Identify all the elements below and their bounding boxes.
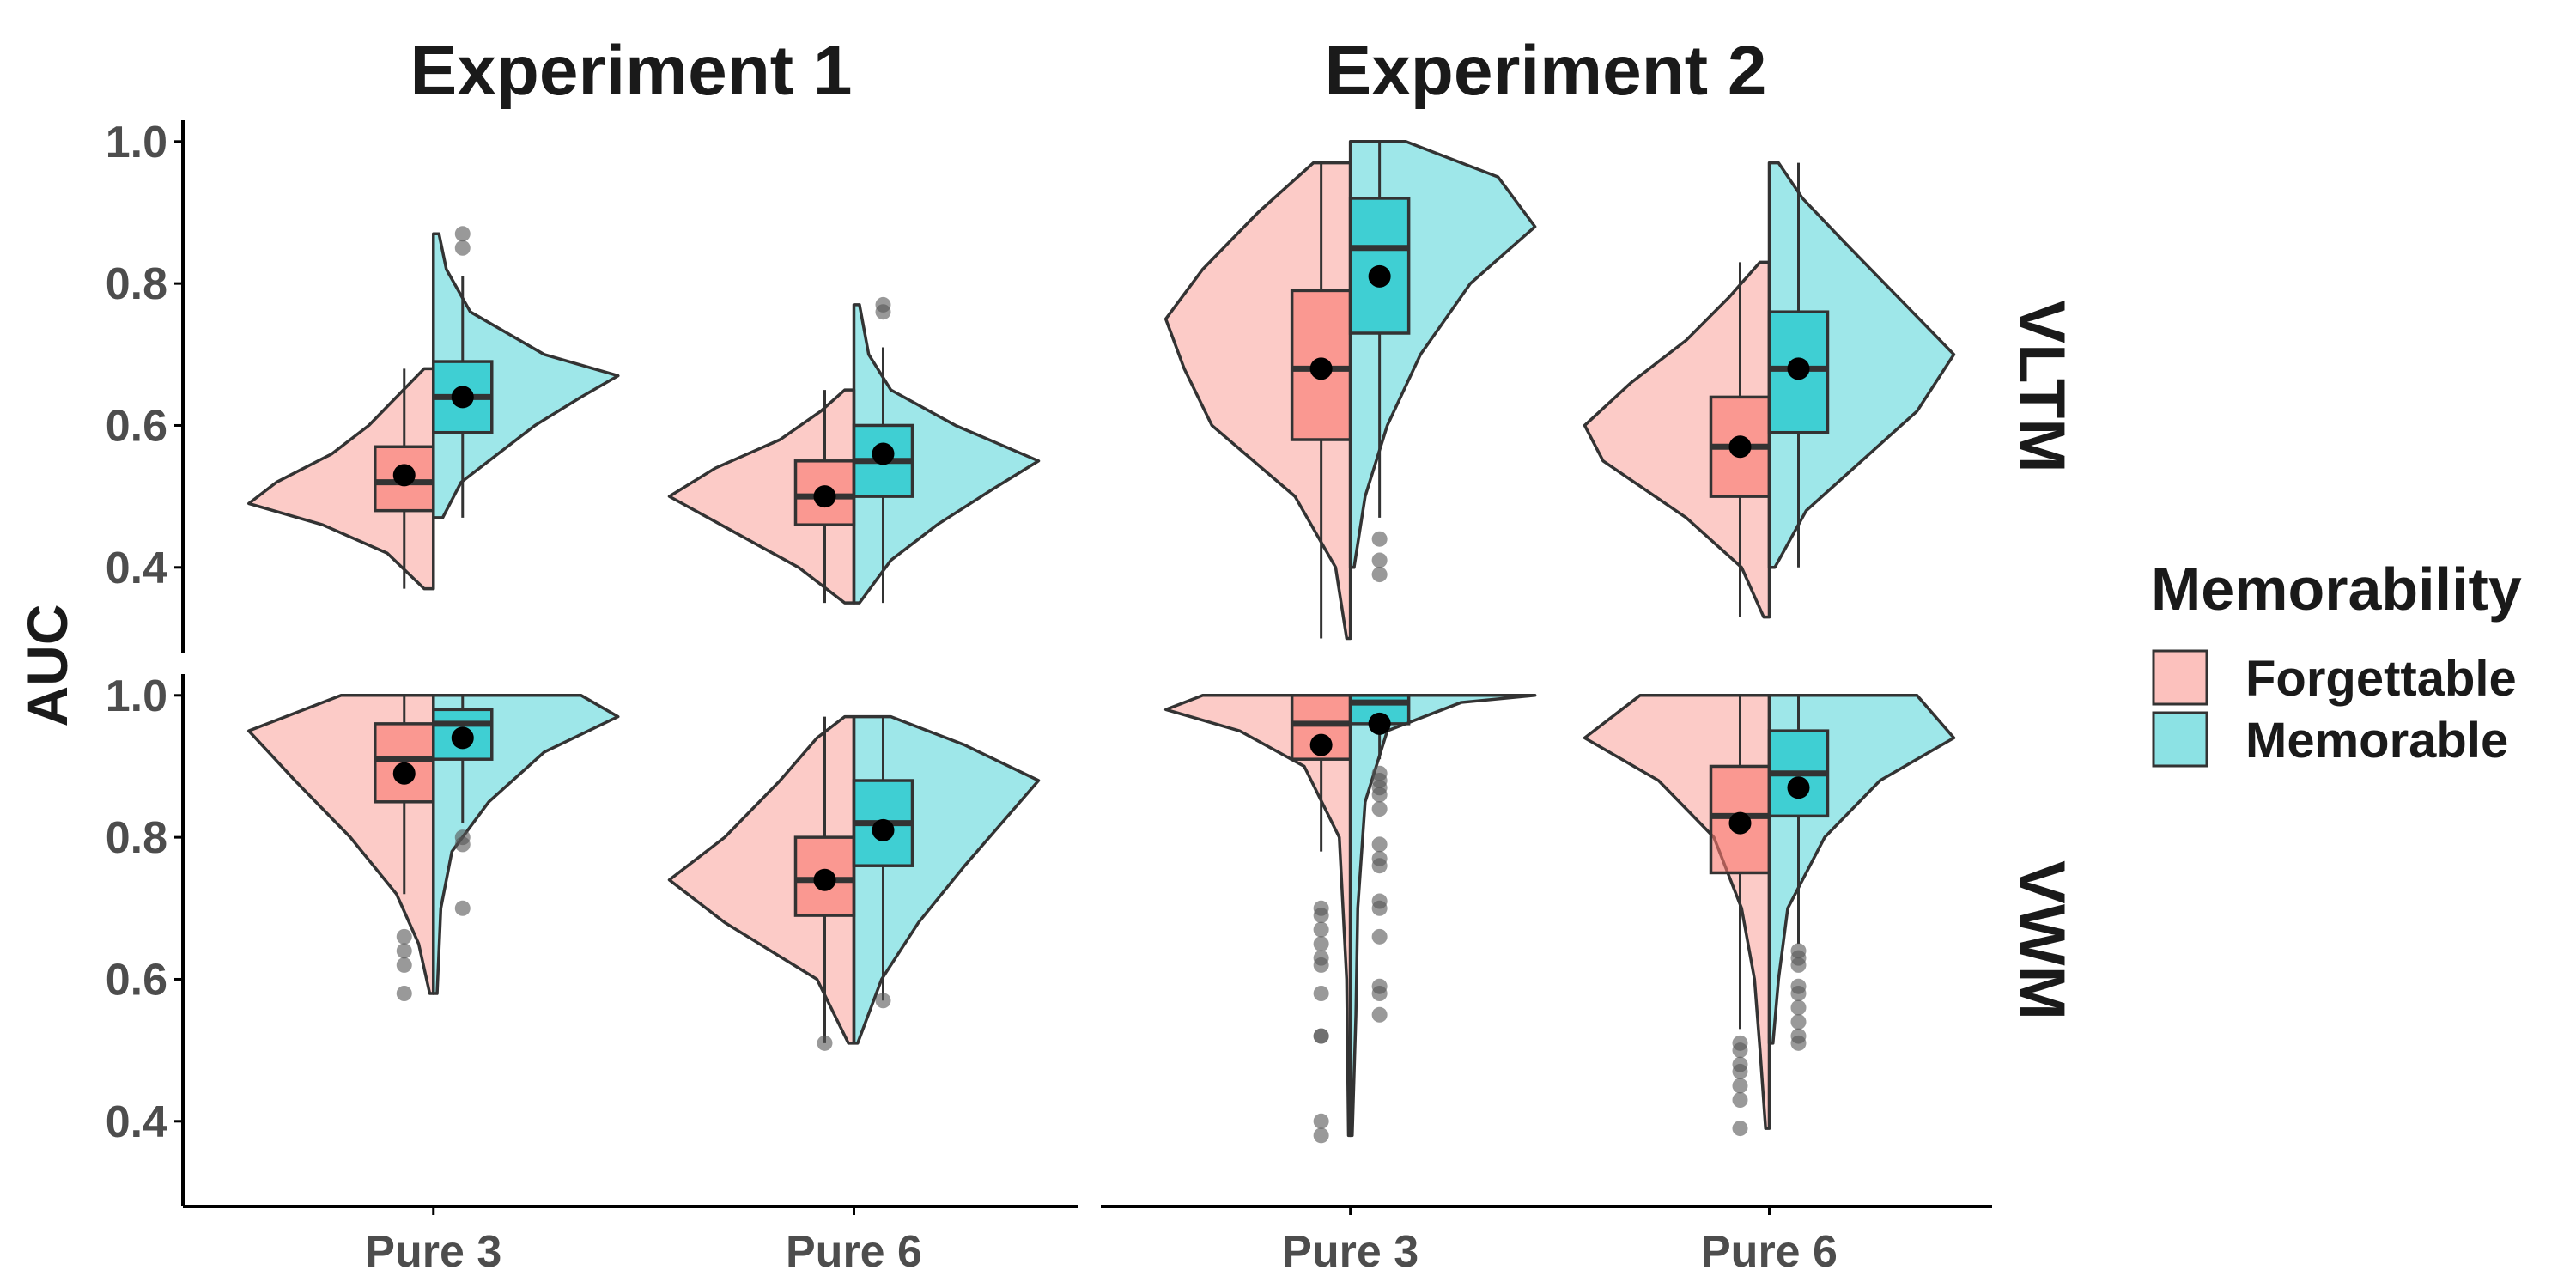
mean-point-experiment-1-vwm-pure-3-memorable [451, 726, 474, 750]
mean-point-experiment-1-vltm-pure-6-forgettable [813, 485, 836, 508]
outlier-experiment-2-vltm-pure-3-memorable-0 [1371, 567, 1388, 583]
panel-title-experiment-1: Experiment 1 [410, 32, 853, 110]
violin-experiment-2-vltm-pure-6-forgettable [1583, 260, 1771, 619]
mean-point-experiment-2-vwm-pure-3-forgettable [1309, 733, 1333, 756]
outlier-experiment-2-vwm-pure-6-forgettable-6 [1732, 1035, 1748, 1051]
outlier-experiment-2-vltm-pure-3-memorable-1 [1371, 552, 1388, 568]
legend-swatch-memorable [2152, 711, 2208, 768]
y-tick-label-vwm-1: 0.6 [106, 955, 167, 1005]
x-tick-label-experiment-1-pure-3: Pure 3 [365, 1227, 501, 1277]
mean-point-experiment-2-vwm-pure-3-memorable [1368, 712, 1391, 735]
outlier-experiment-2-vwm-pure-6-memorable-5 [1790, 978, 1807, 994]
outlier-experiment-2-vwm-pure-3-forgettable-4 [1313, 986, 1329, 1001]
outlier-experiment-2-vwm-pure-3-forgettable-10 [1313, 900, 1329, 916]
outlier-experiment-2-vwm-pure-3-memorable-8 [1371, 836, 1388, 853]
violin-experiment-2-vltm-pure-3-forgettable [1163, 161, 1352, 641]
outlier-experiment-2-vwm-pure-6-forgettable-4 [1732, 1056, 1748, 1072]
mean-point-experiment-2-vltm-pure-3-forgettable [1309, 357, 1333, 380]
y-axis-title: AUC [15, 605, 79, 727]
outlier-experiment-1-vwm-pure-3-forgettable-3 [396, 928, 412, 945]
outlier-experiment-2-vwm-pure-6-memorable-3 [1790, 999, 1807, 1016]
outlier-experiment-2-vwm-pure-3-forgettable-0 [1313, 1127, 1329, 1144]
y-tick-label-vltm-0: 0.4 [106, 544, 167, 593]
mean-point-experiment-1-vltm-pure-6-memorable [872, 442, 895, 465]
x-tick-label-experiment-1-pure-6: Pure 6 [786, 1227, 922, 1277]
panel-experiment-2-vltm [1163, 140, 1956, 641]
strip-label-vwm: VWM [2005, 860, 2078, 1020]
legend-swatch-forgettable [2152, 649, 2208, 706]
outlier-experiment-1-vltm-pure-3-memorable-1 [454, 226, 471, 242]
outlier-experiment-2-vwm-pure-3-forgettable-1 [1313, 1113, 1329, 1129]
mean-point-experiment-1-vwm-pure-6-memorable [872, 818, 895, 841]
outlier-experiment-2-vwm-pure-3-memorable-3 [1371, 928, 1388, 945]
violin-experiment-1-vltm-pure-6-forgettable [667, 388, 856, 605]
violin-experiment-1-vwm-pure-6-forgettable [667, 714, 856, 1045]
violin-experiment-1-vltm-pure-3-forgettable [247, 367, 435, 591]
outlier-experiment-1-vltm-pure-3-memorable-0 [454, 240, 471, 256]
outlier-experiment-2-vwm-pure-6-forgettable-0 [1732, 1121, 1748, 1137]
outlier-experiment-1-vltm-pure-6-memorable-1 [875, 296, 891, 313]
x-tick-label-experiment-2-pure-6: Pure 6 [1701, 1227, 1838, 1277]
outlier-experiment-2-vwm-pure-3-memorable-7 [1371, 850, 1388, 866]
panel-experiment-1-vltm: 0.4 0.6 0.8 1.0 [106, 118, 1041, 653]
outlier-experiment-1-vwm-pure-3-memorable-0 [454, 900, 471, 916]
mean-point-experiment-2-vwm-pure-6-memorable [1787, 776, 1810, 799]
y-tick-label-vltm-3: 1.0 [106, 118, 167, 167]
outlier-experiment-2-vwm-pure-3-memorable-5 [1371, 893, 1388, 909]
mean-point-experiment-1-vltm-pure-3-forgettable [392, 464, 416, 487]
outlier-experiment-2-vwm-pure-3-memorable-0 [1371, 1006, 1388, 1023]
y-tick-label-vltm-1: 0.6 [106, 401, 167, 451]
mean-point-experiment-2-vltm-pure-6-forgettable [1728, 435, 1752, 459]
outlier-experiment-2-vwm-pure-3-memorable-13 [1371, 765, 1388, 781]
outlier-experiment-1-vwm-pure-6-memorable-0 [875, 993, 891, 1009]
outlier-experiment-2-vwm-pure-6-forgettable-2 [1732, 1078, 1748, 1094]
outlier-experiment-1-vwm-pure-3-forgettable-1 [396, 957, 412, 973]
outlier-experiment-2-vltm-pure-3-memorable-2 [1371, 531, 1388, 547]
y-tick-label-vltm-2: 0.8 [106, 259, 167, 309]
violin-experiment-2-vwm-pure-3-memorable [1348, 694, 1537, 1138]
strip-label-vltm: VLTM [2005, 300, 2078, 472]
outlier-experiment-2-vwm-pure-3-forgettable-7 [1313, 936, 1329, 952]
outlier-experiment-2-vwm-pure-6-memorable-2 [1790, 1014, 1807, 1030]
outlier-experiment-2-vwm-pure-3-forgettable-6 [1313, 950, 1329, 966]
violin-experiment-1-vwm-pure-3-memorable [432, 694, 620, 995]
legend-label-forgettable: Forgettable [2245, 651, 2517, 707]
outlier-experiment-2-vwm-pure-3-memorable-9 [1371, 801, 1388, 817]
panel-title-experiment-2: Experiment 2 [1325, 32, 1767, 110]
x-tick-label-experiment-2-pure-3: Pure 3 [1282, 1227, 1419, 1277]
panel-experiment-1-vwm: 0.4 0.6 0.8 1.0 Pure 3 Pure 6 [106, 671, 1078, 1277]
outlier-experiment-1-vwm-pure-3-forgettable-0 [396, 986, 412, 1001]
legend-title: Memorability [2151, 556, 2522, 623]
violin-experiment-1-vltm-pure-6-memorable [852, 303, 1041, 605]
mean-point-experiment-1-vwm-pure-6-forgettable [813, 868, 836, 891]
legend: Memorability Forgettable Memorable [2151, 556, 2522, 769]
outlier-experiment-2-vwm-pure-6-memorable-8 [1790, 943, 1807, 959]
mean-point-experiment-2-vltm-pure-6-memorable [1787, 357, 1810, 380]
violin-experiment-1-vltm-pure-3-memorable [432, 232, 620, 519]
violin-experiment-2-vltm-pure-6-memorable [1767, 161, 1956, 569]
outlier-experiment-2-vwm-pure-3-memorable-2 [1371, 978, 1388, 994]
legend-label-memorable: Memorable [2245, 713, 2508, 769]
panel-experiment-2-vwm: Pure 3 Pure 6 [1101, 694, 1992, 1277]
mean-point-experiment-1-vltm-pure-3-memorable [451, 386, 474, 409]
mean-point-experiment-1-vwm-pure-3-forgettable [392, 762, 416, 785]
outlier-experiment-1-vwm-pure-6-forgettable-0 [817, 1035, 833, 1051]
mean-point-experiment-2-vltm-pure-3-memorable [1368, 264, 1391, 288]
y-tick-label-vwm-3: 1.0 [106, 671, 167, 721]
outlier-experiment-2-vwm-pure-6-memorable-1 [1790, 1028, 1807, 1044]
outlier-experiment-1-vwm-pure-3-memorable-2 [454, 829, 471, 846]
outlier-experiment-2-vwm-pure-3-forgettable-8 [1313, 921, 1329, 938]
mean-point-experiment-2-vwm-pure-6-forgettable [1728, 811, 1752, 835]
outlier-experiment-2-vwm-pure-6-forgettable-1 [1732, 1092, 1748, 1108]
y-tick-label-vwm-0: 0.4 [106, 1097, 167, 1147]
outlier-experiment-2-vwm-pure-3-forgettable-3 [1313, 1028, 1329, 1044]
y-tick-label-vwm-2: 0.8 [106, 813, 167, 863]
outlier-experiment-1-vwm-pure-3-forgettable-2 [396, 943, 412, 959]
